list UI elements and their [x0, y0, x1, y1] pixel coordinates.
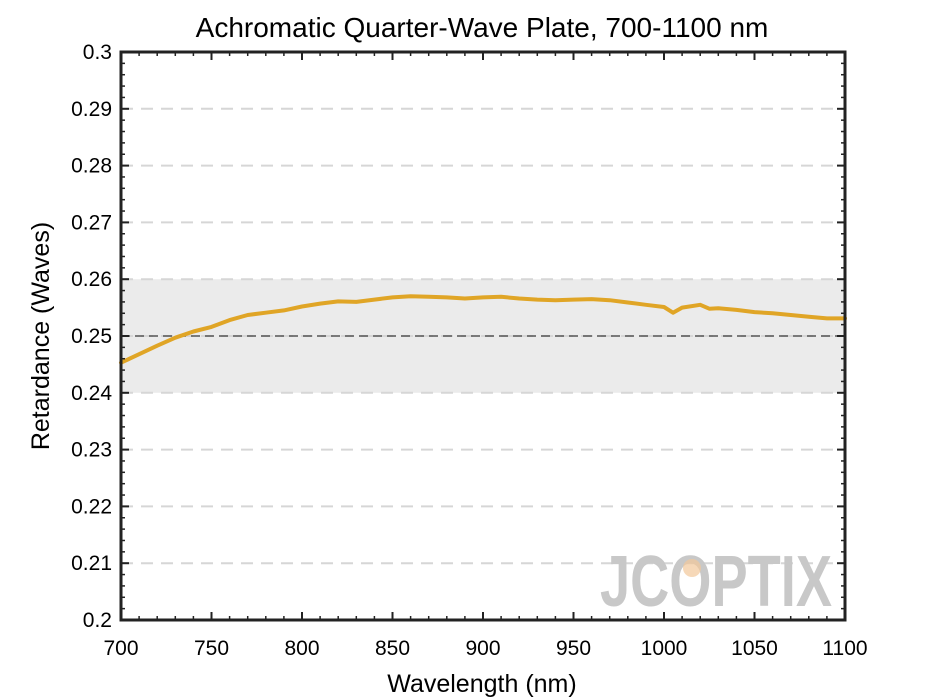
- x-tick-label: 1000: [641, 637, 688, 660]
- x-axis-label: Wavelength (nm): [387, 670, 576, 698]
- y-tick-label: 0.23: [71, 439, 112, 462]
- y-tick-label: 0.2: [83, 609, 112, 632]
- x-tick-label: 900: [465, 637, 500, 660]
- y-axis-label: Retardance (Waves): [27, 222, 55, 450]
- x-tick-label: 800: [284, 637, 319, 660]
- y-tick-label: 0.27: [71, 211, 112, 234]
- y-tick-label: 0.25: [71, 325, 112, 348]
- watermark-text: JCOPTIX: [600, 542, 832, 622]
- x-tick-label: 750: [194, 637, 229, 660]
- x-ticks: 700 750 800 850 900 950 1000 1050 1100: [103, 52, 868, 660]
- x-tick-label: 700: [103, 637, 138, 660]
- series-line: [119, 294, 847, 365]
- x-tick-label: 1100: [822, 637, 867, 660]
- x-tick-label: 850: [375, 637, 410, 660]
- y-tick-label: 0.24: [71, 382, 112, 405]
- x-tick-label: 950: [556, 637, 591, 660]
- x-tick-label: 1050: [731, 637, 778, 660]
- y-tick-label: 0.28: [71, 155, 112, 178]
- watermark-accent: [683, 559, 701, 577]
- y-tick-label: 0.29: [71, 98, 112, 121]
- y-tick-label: 0.26: [71, 268, 112, 291]
- y-tick-label: 0.22: [71, 495, 112, 518]
- jcoptix-watermark: JCOPTIX: [600, 542, 832, 622]
- chart-title: Achromatic Quarter-Wave Plate, 700-1100 …: [196, 12, 769, 43]
- y-ticks: 0.2 0.21 0.22 0.23 0.24 0.25 0.26 0.27 0.28 0.29 0…: [71, 41, 845, 632]
- y-tick-label: 0.3: [83, 41, 112, 64]
- y-tick-label: 0.21: [71, 552, 112, 575]
